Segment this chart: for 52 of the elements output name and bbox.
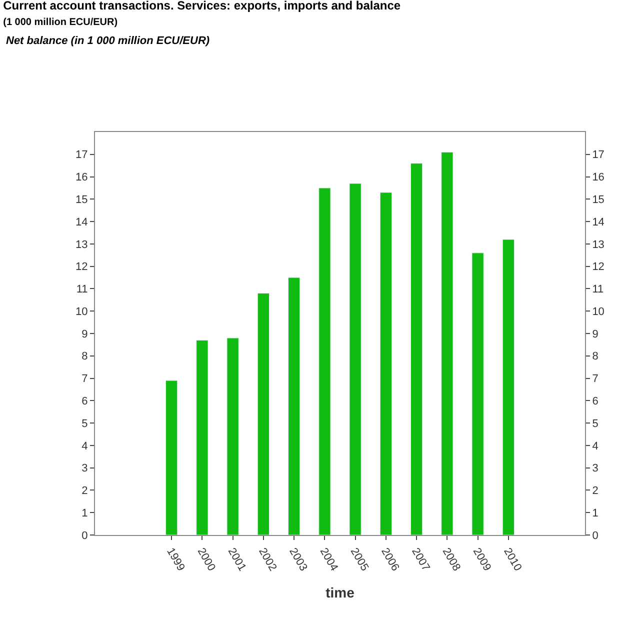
y2-tick-label: 0 [592,530,598,542]
y-tick-label: 11 [76,284,88,296]
y-tick-label: 16 [76,172,88,184]
bar [165,380,178,535]
bar [441,152,454,535]
text: Net balance (in 1 000 million ECU/EUR) [6,35,210,47]
y-tick-label: 6 [82,396,88,408]
y2-tick-label: 2 [592,485,598,498]
bar [472,252,484,535]
y2-tick-label: 9 [592,328,598,340]
y2-tick-label: 8 [592,350,598,363]
y-tick-label: 7 [82,373,88,386]
bar [226,338,239,535]
y-tick-label: 1 [82,507,88,520]
y2-tick-label: 3 [592,462,598,475]
y-tick-label: 3 [82,462,88,475]
y2-tick-label: 15 [592,194,604,206]
y-tick-label: 13 [76,238,88,251]
bar [410,163,423,535]
bar [349,183,362,535]
y-tick-label: 10 [76,306,88,318]
y-tick-label: 8 [82,350,88,363]
bar [257,292,270,535]
y2-tick-label: 5 [592,418,598,430]
y2-tick-label: 4 [592,440,598,452]
y-tick-label: 5 [82,418,88,430]
y-tick-label: 0 [82,530,88,542]
bar [502,239,515,535]
y-tick-label: 9 [82,328,88,340]
chart-subtitle: (1 000 million ECU/EUR) [3,17,118,28]
y2-tick-label: 10 [592,306,604,318]
bar [196,340,208,535]
y-tick-label: 14 [76,216,88,228]
y2-tick-label: 14 [592,216,604,228]
chart-title: Current account transactions. Services: exports, imports and balance [3,0,401,12]
y2-tick-label: 12 [592,261,604,274]
y2-tick-label: 17 [592,149,604,162]
y-tick-label: 4 [82,440,88,452]
y2-tick-label: 1 [592,507,598,520]
y2-tick-label: 13 [592,238,604,251]
y-tick-label: 15 [76,194,88,206]
x-axis-title: time [326,584,355,600]
y-tick-label: 12 [76,261,88,274]
y-tick-label: 2 [82,485,88,498]
bar [380,192,392,535]
y2-tick-label: 11 [592,284,604,296]
bar [288,277,300,535]
y2-tick-label: 16 [592,172,604,184]
bar [318,188,331,535]
y-tick-label: 17 [76,149,88,162]
y2-tick-label: 7 [592,373,598,386]
y2-tick-label: 6 [592,396,598,408]
